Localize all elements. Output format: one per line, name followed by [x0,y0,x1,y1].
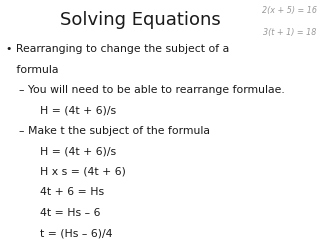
Text: – Make t the subject of the formula: – Make t the subject of the formula [19,126,210,136]
Text: H x s = (4t + 6): H x s = (4t + 6) [19,167,126,177]
Text: 4t = Hs – 6: 4t = Hs – 6 [19,208,101,218]
Text: Solving Equations: Solving Equations [60,11,221,29]
Text: t = (Hs – 6)/4: t = (Hs – 6)/4 [19,228,113,238]
Text: 3(t + 1) = 18: 3(t + 1) = 18 [263,28,317,36]
Text: formula: formula [6,65,59,75]
Text: H = (4t + 6)/s: H = (4t + 6)/s [19,106,116,116]
Text: 4t + 6 = Hs: 4t + 6 = Hs [19,187,104,197]
Text: – You will need to be able to rearrange formulae.: – You will need to be able to rearrange … [19,85,285,95]
Text: • Rearranging to change the subject of a: • Rearranging to change the subject of a [6,44,230,54]
Text: 2(x + 5) = 16: 2(x + 5) = 16 [262,6,317,15]
Text: H = (4t + 6)/s: H = (4t + 6)/s [19,146,116,156]
